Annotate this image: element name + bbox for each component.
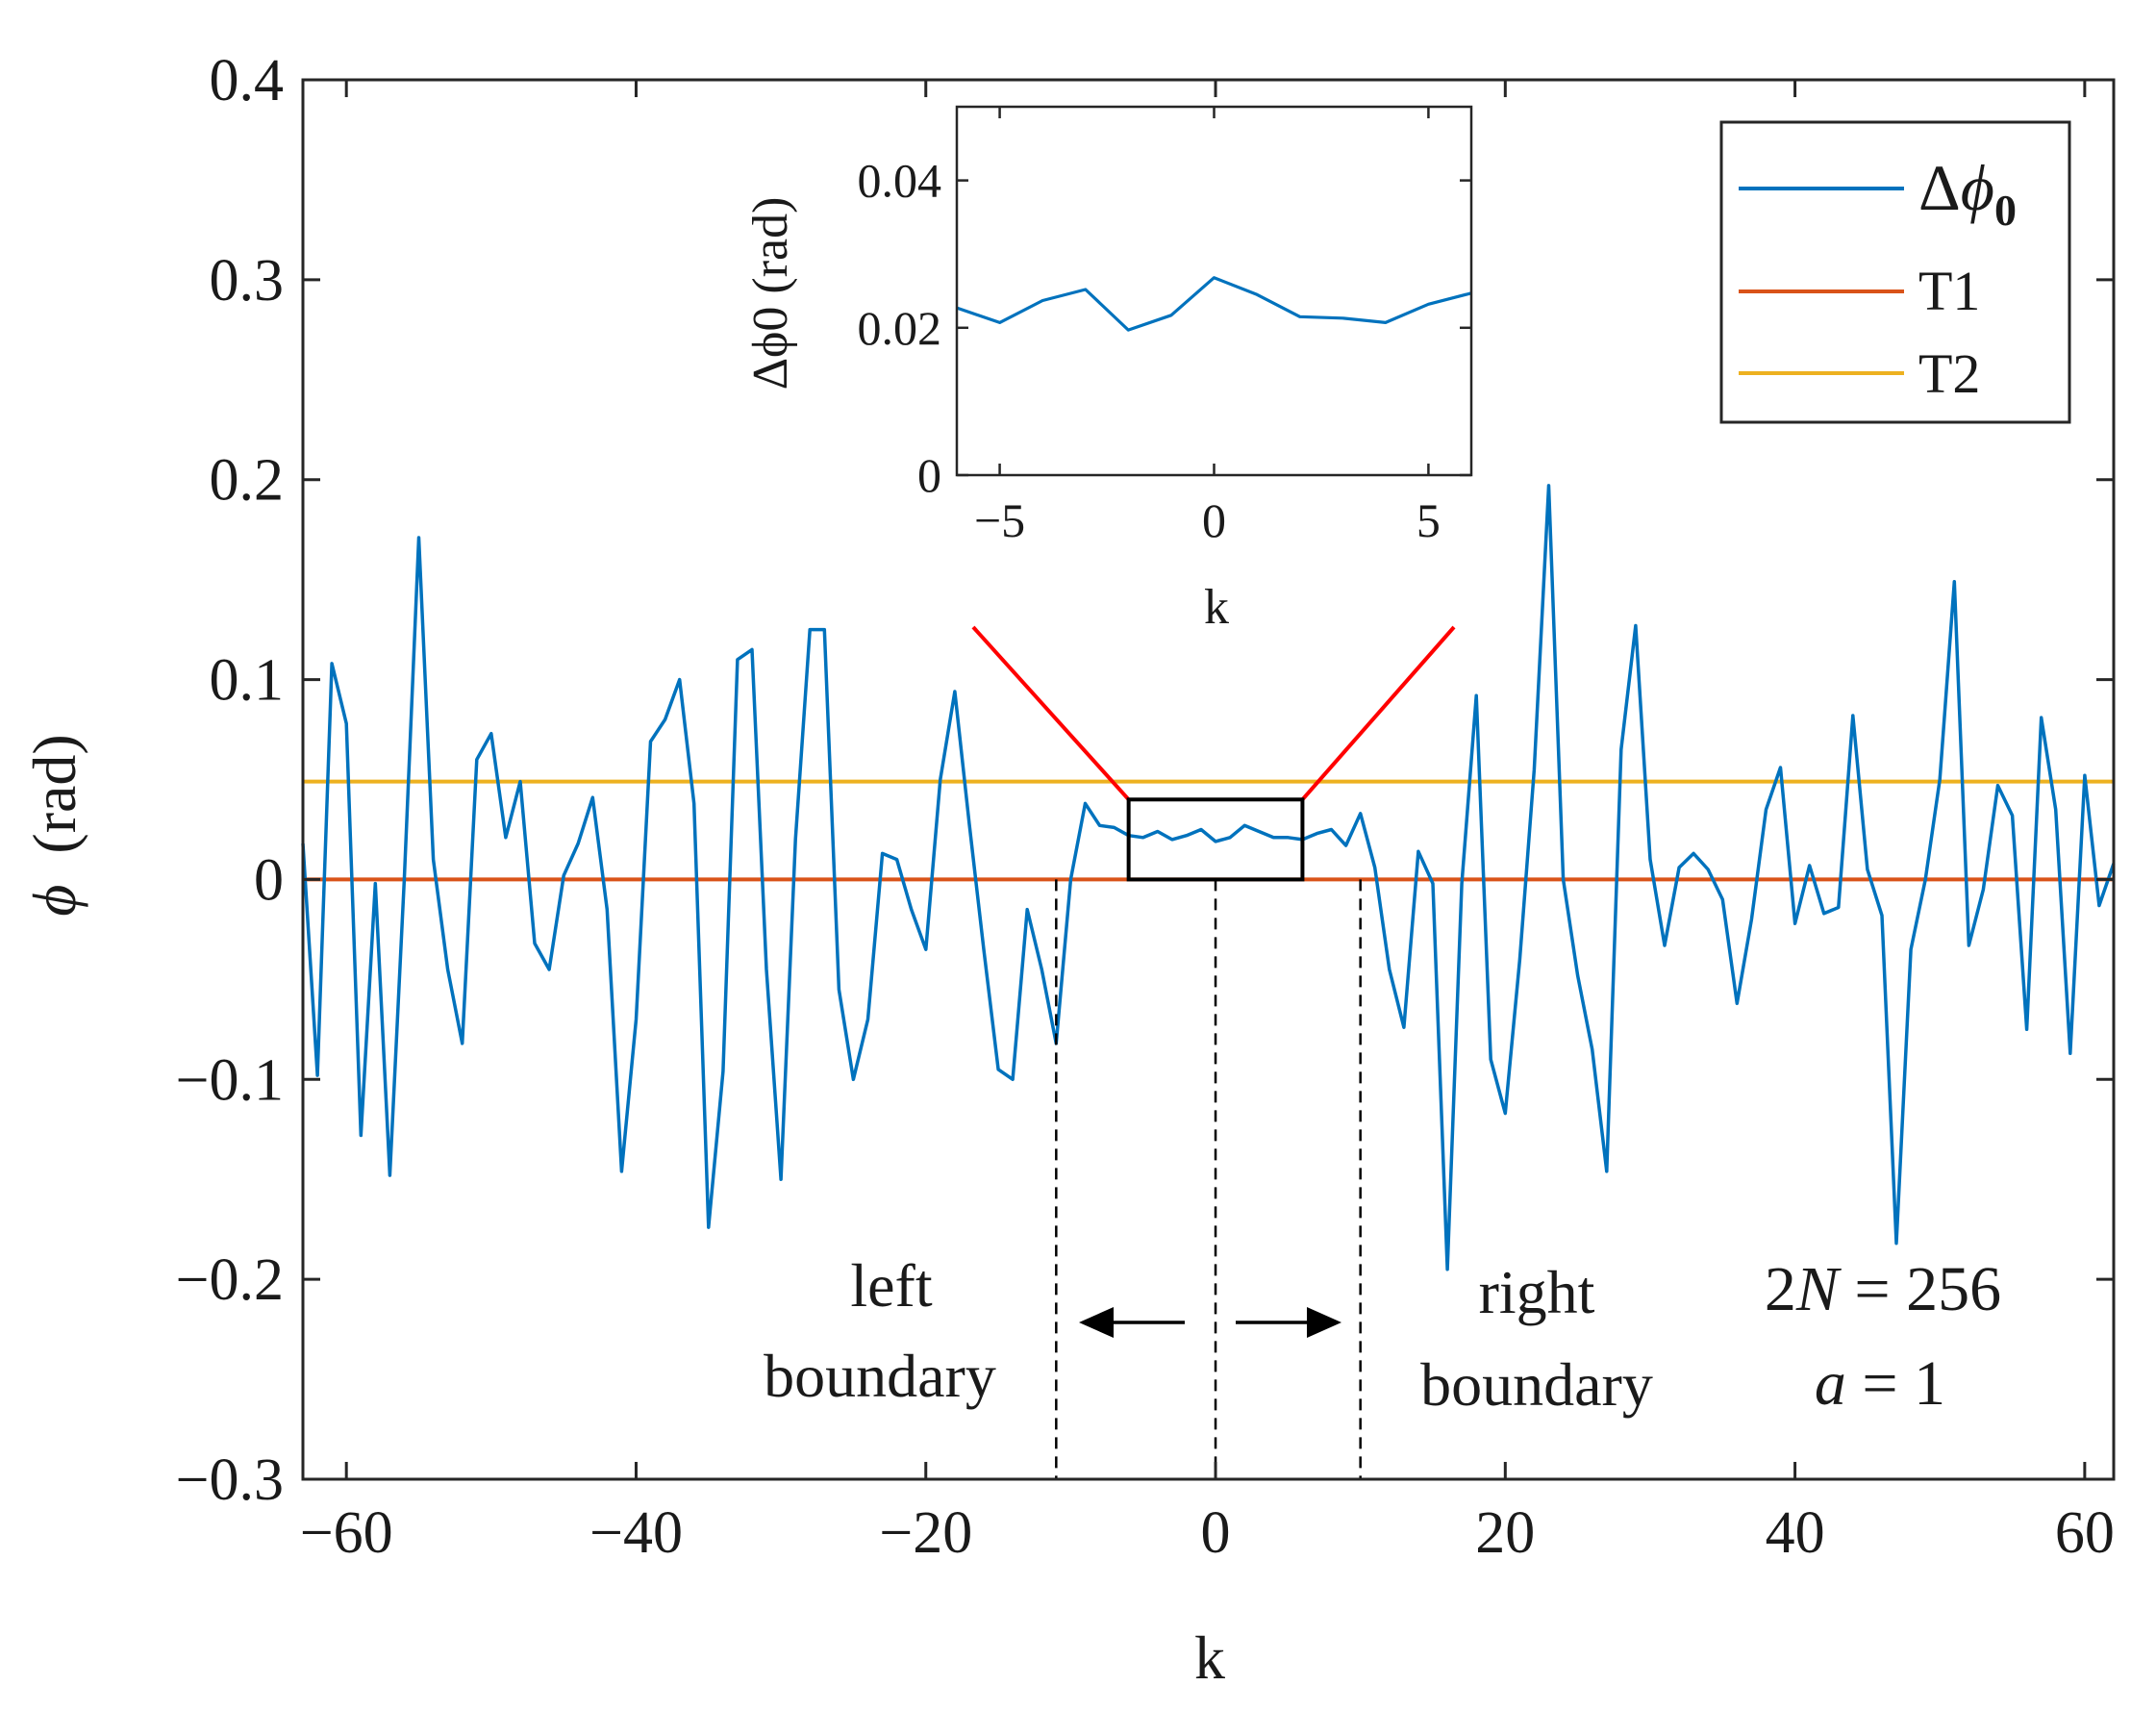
inset-x-tick-label: −5 <box>974 493 1025 547</box>
legend: Δϕ0 T1 T2 <box>1719 120 2071 424</box>
left-boundary-line2: boundary <box>764 1342 996 1410</box>
y-tick-label: −0.2 <box>176 1247 284 1313</box>
annotations: left boundary right boundary 2N = 256 a … <box>764 1251 2001 1419</box>
y-tick-label: 0.1 <box>210 648 285 714</box>
x-tick-label: −20 <box>879 1500 972 1566</box>
main-axes-frame <box>301 78 2116 1481</box>
inset-x-tick-label: 0 <box>1202 493 1226 547</box>
svg-text:ϕ (rad): ϕ (rad) <box>20 734 88 916</box>
inset-series-group <box>956 276 1472 332</box>
right-boundary-line2: boundary <box>1420 1350 1653 1419</box>
y-axis-symbol: ϕ <box>20 885 88 917</box>
inset-plot: −5 0 5 0.04 0.02 0 <box>858 105 1473 547</box>
zoom-line-right <box>1300 625 1456 801</box>
x-axis-label: k <box>1194 1623 1225 1692</box>
inset-x-tick-label: 5 <box>1416 493 1441 547</box>
param-a: a = 1 <box>1815 1348 1945 1419</box>
inset-y-tick-label: 0.04 <box>858 154 942 208</box>
y-axis-unit: (rad) <box>20 734 88 853</box>
y-tick-label: −0.3 <box>176 1447 284 1513</box>
inset-tick-labels: −5 0 5 0.04 0.02 0 <box>858 154 1441 547</box>
inset-y-tick-label: 0 <box>917 448 941 502</box>
legend-label-t1: T1 <box>1918 260 1980 322</box>
main-ticks <box>303 78 2114 1481</box>
legend-label-t2: T2 <box>1918 342 1980 405</box>
y-tick-label: 0.4 <box>210 48 285 113</box>
x-tick-label: 40 <box>1766 1500 1825 1566</box>
left-boundary-line1: left <box>850 1251 933 1320</box>
legend-box <box>1719 120 2071 424</box>
legend-label-dphi0: Δϕ0 <box>1918 151 2017 235</box>
x-tick-label: 20 <box>1475 1500 1535 1566</box>
zoom-box <box>1126 797 1305 882</box>
series-dphi0-line <box>301 484 2116 1271</box>
main-tick-labels: −60 −40 −20 0 20 40 60 0.4 0.3 0.2 0.1 0 −0.1 −0.2 −0.… <box>176 48 2115 1566</box>
x-tick-label: −40 <box>589 1500 683 1566</box>
y-tick-label: 0.3 <box>210 248 285 314</box>
x-tick-label: 0 <box>1201 1500 1231 1566</box>
x-tick-label: −60 <box>300 1500 393 1566</box>
y-axis-label: ϕ (rad) <box>20 734 88 916</box>
param-2n: 2N = 256 <box>1765 1254 2001 1324</box>
inset-x-axis-label: k <box>1204 580 1229 635</box>
y-tick-label: −0.1 <box>176 1047 284 1113</box>
main-plot: −60 −40 −20 0 20 40 60 0.4 0.3 0.2 0.1 0 −0.1 −0.2 −0.… <box>176 48 2116 1566</box>
inset-ticks <box>957 107 1471 477</box>
inset-series-dphi0-line <box>956 276 1472 332</box>
y-tick-label: 0.2 <box>210 448 285 514</box>
legend-subscript-dphi0: 0 <box>1994 186 2017 235</box>
zoom-line-left <box>971 625 1131 801</box>
inset-y-axis-label: Δϕ0 (rad) <box>743 197 798 390</box>
right-boundary-line1: right <box>1479 1258 1595 1326</box>
inset-y-tick-label: 0.02 <box>858 301 942 355</box>
main-decoration <box>971 625 1456 1479</box>
arrow-right-head <box>1307 1307 1341 1338</box>
inset-background <box>957 107 1471 475</box>
y-tick-label: 0 <box>254 847 284 913</box>
arrow-left-head <box>1079 1307 1114 1338</box>
x-tick-label: 60 <box>2055 1500 2115 1566</box>
